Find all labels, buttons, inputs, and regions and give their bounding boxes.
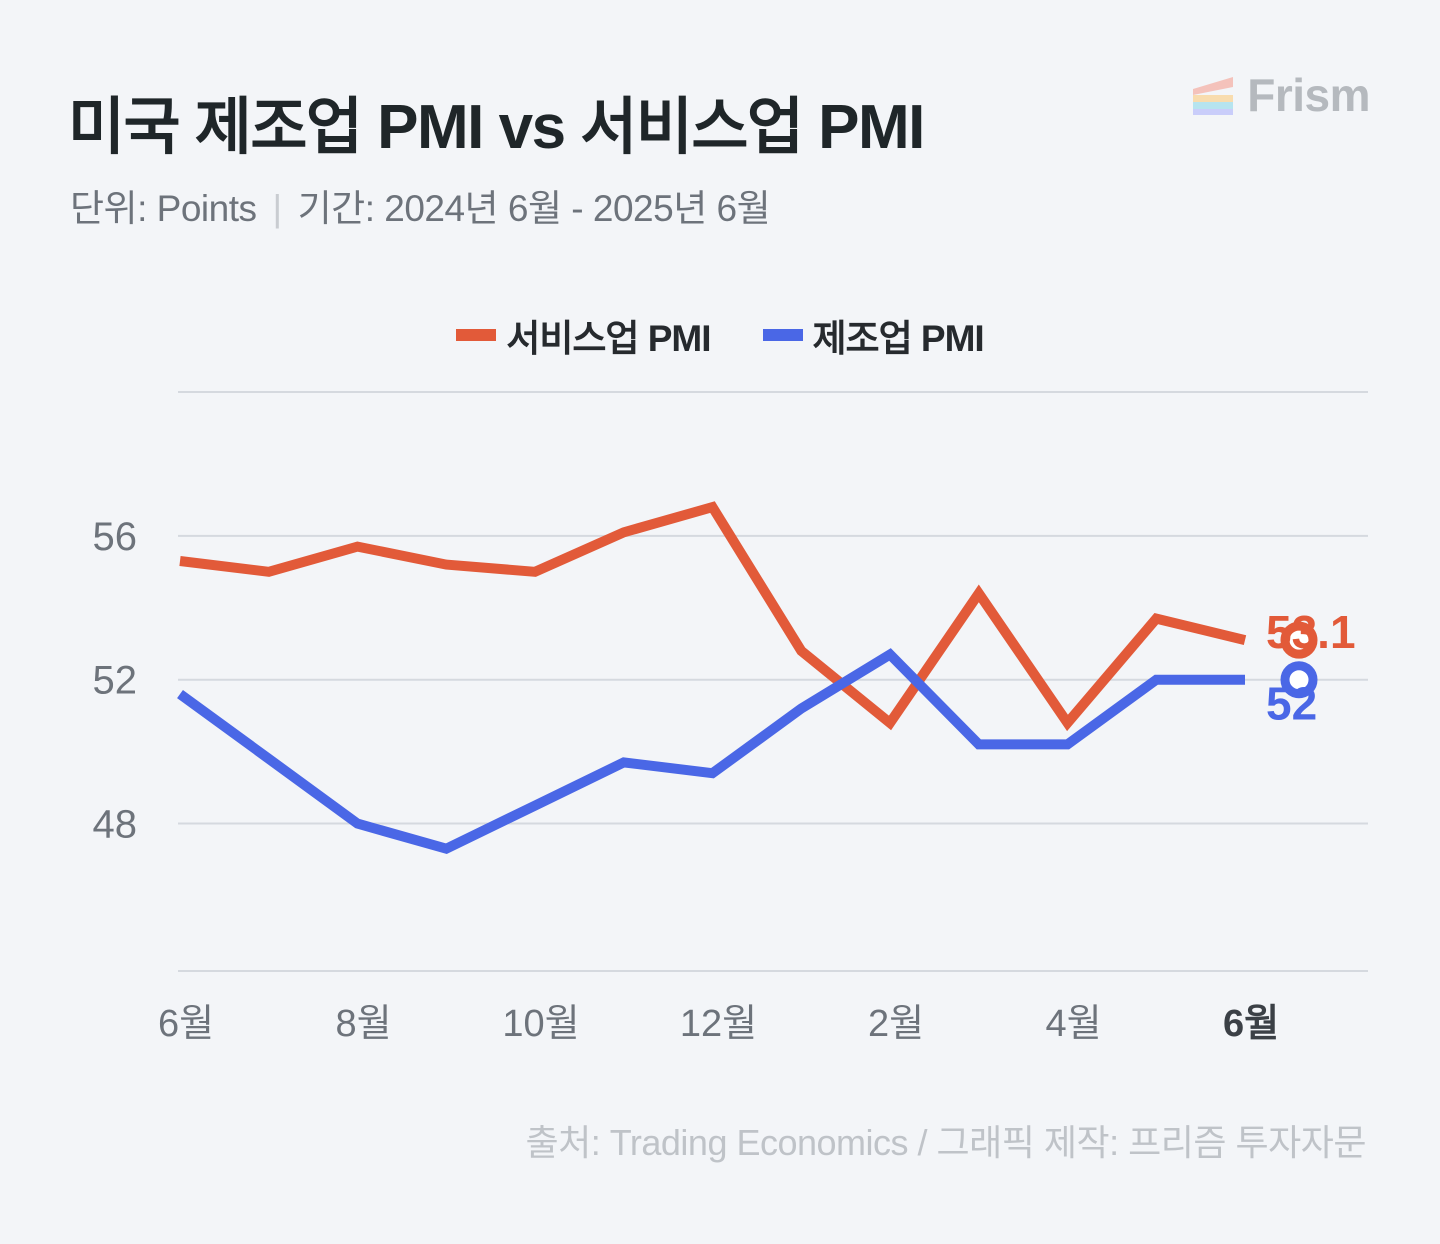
subtitle-separator: | [272, 188, 282, 229]
unit-label: 단위: Points [70, 188, 257, 229]
x-tick-label: 10월 [502, 1003, 579, 1045]
series-line-services [179, 501, 1247, 732]
logo-text: Frism [1247, 69, 1370, 121]
legend-item-manufacturing: 제조업 PMI [762, 308, 985, 362]
source-credit: 출처: Trading Economics / 그래픽 제작: 프리즘 투자자문 [525, 1122, 1367, 1163]
x-tick-label: 8월 [335, 1003, 391, 1045]
y-tick-label: 48 [93, 803, 138, 847]
prism-stripes-icon [1193, 77, 1234, 115]
period-label: 기간: 2024년 6월 - 2025년 6월 [297, 188, 771, 229]
x-tick-label: 4월 [1045, 1003, 1101, 1045]
end-marker-services [1280, 621, 1318, 659]
chart-subtitle: 단위: Points | 기간: 2024년 6월 - 2025년 6월 [70, 178, 771, 232]
end-marker-manufacturing [1280, 661, 1318, 699]
legend-swatch-manufacturing [762, 329, 803, 341]
chart-legend: 서비스업 PMI 제조업 PMI [0, 308, 1440, 362]
legend-label-services: 서비스업 PMI [506, 318, 711, 359]
x-tick-label: 12월 [680, 1003, 757, 1045]
frism-logo: Frism [1193, 68, 1370, 122]
x-tick-label: 2월 [868, 1003, 924, 1045]
series-line-manufacturing [177, 648, 1245, 855]
chart-title: 미국 제조업 PMI vs 서비스업 PMI [68, 93, 925, 162]
end-value-label-manufacturing: 52 [1266, 678, 1317, 730]
x-tick-label: 6월 [158, 1003, 214, 1045]
end-value-label-services: 53.1 [1266, 606, 1356, 658]
legend-label-manufacturing: 제조업 PMI [812, 318, 985, 359]
legend-swatch-services [456, 329, 497, 341]
x-tick-label: 6월 [1223, 1003, 1279, 1045]
legend-item-services: 서비스업 PMI [456, 308, 712, 362]
y-tick-label: 56 [93, 515, 138, 559]
y-tick-label: 52 [93, 659, 138, 703]
